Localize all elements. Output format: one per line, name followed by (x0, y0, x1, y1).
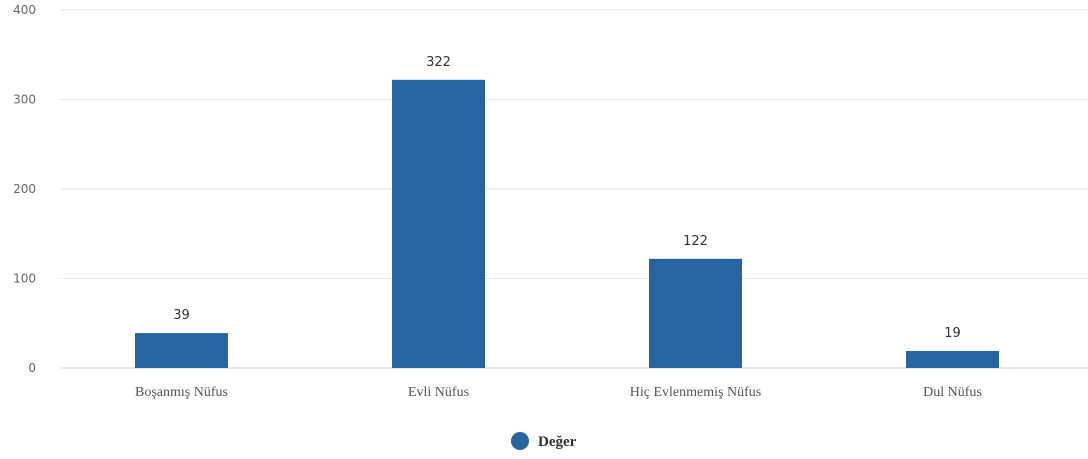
bar[interactable] (135, 333, 228, 368)
y-tick-label: 0 (28, 361, 36, 375)
x-tick-label: Evli Nüfus (408, 385, 469, 400)
data-label: 322 (426, 55, 451, 70)
data-label: 19 (944, 326, 961, 341)
y-tick-label: 200 (13, 182, 36, 196)
bar[interactable] (392, 79, 485, 368)
y-tick-label: 400 (13, 3, 36, 17)
x-tick-label: Hiç Evlenmemiş Nüfus (630, 385, 761, 400)
legend[interactable]: Değer (511, 432, 577, 450)
bar[interactable] (649, 258, 742, 368)
x-tick-label: Dul Nüfus (923, 385, 982, 400)
y-tick-label: 300 (13, 93, 36, 107)
bar[interactable] (906, 350, 999, 368)
y-axis-ticks: 0 100 200 300 400 (13, 3, 36, 375)
grid-lines (60, 9, 1088, 369)
y-tick-label: 100 (13, 272, 36, 286)
x-tick-label: Boşanmış Nüfus (135, 385, 228, 400)
bars (135, 79, 999, 368)
legend-marker[interactable] (511, 432, 529, 450)
legend-label[interactable]: Değer (538, 434, 577, 450)
data-labels: 39 322 122 19 (173, 55, 961, 341)
x-axis-labels: Boşanmış Nüfus Evli Nüfus Hiç Evlenmemiş N… (135, 385, 982, 400)
data-label: 122 (683, 234, 708, 249)
data-label: 39 (173, 308, 190, 323)
